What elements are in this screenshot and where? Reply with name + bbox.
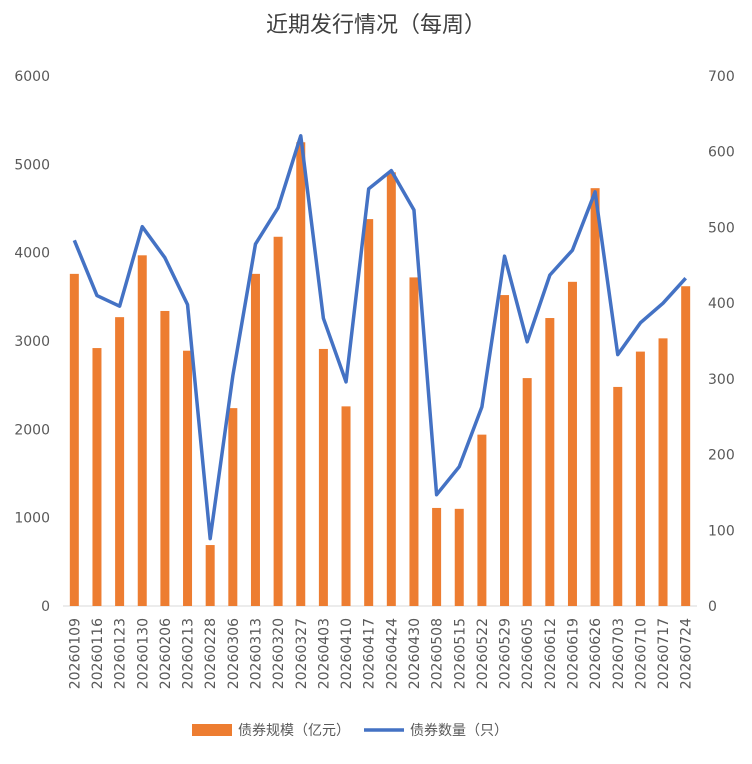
bar (160, 310, 170, 606)
x-tick-label: 20260213 (181, 618, 197, 689)
x-tick-label: 20260515 (452, 618, 468, 689)
x-tick-label: 20260320 (271, 618, 287, 689)
bar (545, 318, 555, 606)
line (72, 134, 687, 541)
x-tick-label: 20260612 (543, 618, 559, 689)
x-tick-label: 20260703 (611, 618, 627, 689)
y2-tick-label: 500 (708, 220, 735, 236)
bar (228, 408, 238, 606)
bar (409, 277, 419, 606)
x-tick-label: 20260522 (475, 618, 491, 689)
y2-tick-label: 700 (708, 69, 735, 85)
y2-tick-label: 200 (708, 448, 735, 464)
x-tick-label: 20260508 (430, 618, 446, 689)
bar (386, 172, 396, 607)
x-tick-label: 20260313 (248, 618, 264, 689)
bar (432, 507, 442, 606)
legend-swatch (192, 724, 232, 736)
bar (205, 545, 215, 606)
bar (296, 142, 306, 606)
x-tick-label: 20260228 (203, 618, 219, 689)
x-tick-label: 20260717 (656, 618, 672, 689)
y-tick-label: 1000 (14, 511, 50, 527)
x-tick-label: 20260130 (135, 618, 151, 689)
bar (567, 281, 577, 606)
bar (364, 219, 374, 606)
x-tick-label: 20260529 (498, 618, 514, 689)
y-tick-label: 5000 (14, 157, 50, 173)
x-tick-label: 20260424 (384, 618, 400, 689)
bar (341, 406, 351, 606)
bar (658, 338, 668, 606)
legend-label: 债券数量（只） (410, 723, 508, 739)
x-tick-label: 20260403 (316, 618, 332, 689)
bar (454, 508, 464, 606)
bar (590, 188, 600, 606)
chart-title: 近期发行情况（每周） (266, 13, 486, 38)
bar (92, 348, 102, 606)
y2-tick-label: 400 (708, 296, 735, 312)
x-tick-label: 20260109 (67, 618, 83, 689)
x-tick-label: 20260619 (565, 618, 581, 689)
y-tick-label: 6000 (14, 69, 50, 85)
bar (613, 386, 623, 606)
x-tick-label: 20260605 (520, 618, 536, 689)
y2-tick-label: 0 (708, 599, 717, 615)
bar (681, 286, 691, 606)
bar (115, 317, 125, 606)
y-tick-label: 3000 (14, 334, 50, 350)
y-tick-label: 0 (41, 599, 50, 615)
x-tick-label: 20260116 (90, 618, 106, 689)
y-tick-label: 4000 (14, 246, 50, 262)
x-tick-label: 20260410 (339, 618, 355, 689)
bar (318, 348, 328, 606)
bar (500, 295, 510, 606)
bar (635, 351, 645, 606)
bar (137, 255, 147, 607)
bar (477, 434, 487, 606)
x-tick-label: 20260430 (407, 618, 423, 689)
y2-tick-label: 600 (708, 145, 735, 161)
x-tick-label: 20260626 (588, 618, 604, 689)
y2-tick-label: 300 (708, 372, 735, 388)
x-tick-label: 20260206 (158, 618, 174, 689)
y-tick-label: 2000 (14, 422, 50, 438)
x-tick-label: 20260724 (679, 618, 695, 689)
bar (273, 236, 283, 606)
x-tick-label: 20260306 (226, 618, 242, 689)
legend-label: 债券规模（亿元） (238, 723, 350, 739)
x-tick-label: 20260327 (294, 618, 310, 689)
x-tick-label: 20260710 (633, 618, 649, 689)
y2-tick-label: 100 (708, 523, 735, 539)
x-tick-label: 20260123 (113, 618, 129, 689)
x-tick-label: 20260417 (362, 618, 378, 689)
bar (522, 378, 532, 606)
bar (250, 273, 260, 606)
bar (183, 350, 193, 606)
bar (69, 273, 79, 606)
